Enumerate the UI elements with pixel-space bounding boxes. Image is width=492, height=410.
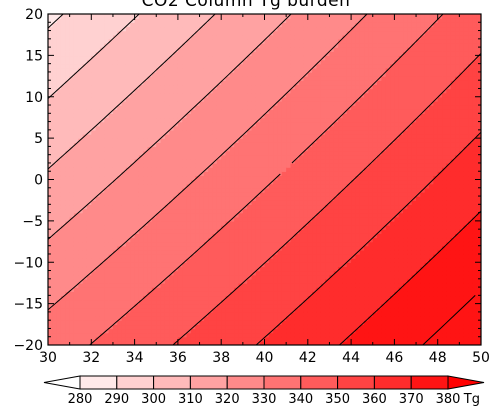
x-tick-label: 42 [299, 350, 317, 366]
colorbar-swatch [410, 375, 449, 390]
colorbar-unit-label: Tg [463, 392, 480, 407]
y-tick-label: −5 [22, 214, 43, 230]
x-axis: 30 32 34 36 38 40 42 44 46 48 50 [39, 14, 490, 366]
y-tick-label: 5 [34, 131, 43, 147]
colorbar-tick-label: 350 [325, 392, 350, 407]
x-tick-label: 44 [342, 350, 360, 366]
colorbar-under-triangle [43, 375, 81, 390]
contour-fill [48, 14, 481, 345]
colorbar-tick-label: 380 [436, 392, 461, 407]
y-tick-label: −20 [13, 338, 43, 354]
colorbar-swatch [337, 375, 375, 390]
contour-line [172, 53, 481, 345]
y-tick-label: 20 [25, 7, 43, 23]
contour-line [89, 14, 444, 345]
colorbar-swatch [373, 375, 412, 390]
x-tick-label: 34 [126, 350, 144, 366]
colorbar-over-triangle [447, 375, 485, 390]
x-tick-label: 40 [256, 350, 274, 366]
y-tick-label: −15 [13, 297, 43, 313]
colorbar-tick-label: 300 [141, 392, 166, 407]
chart-title: CO2 Column Tg burden [141, 0, 351, 11]
x-tick-label: 50 [472, 350, 490, 366]
colorbar-swatch [226, 375, 265, 390]
contour-line [48, 14, 368, 311]
colorbar-tick-label: 360 [362, 392, 387, 407]
colorbar-tick-label: 330 [252, 392, 277, 407]
x-tick-label: 48 [429, 350, 447, 366]
colorbar-swatch [263, 375, 302, 390]
x-tick-label: 36 [169, 350, 187, 366]
contour-line [48, 14, 140, 99]
y-tick-label: 10 [25, 90, 43, 106]
contour-lines [48, 14, 481, 345]
y-tick-label: −10 [13, 255, 43, 271]
contour-line [339, 210, 481, 345]
colorbar-tick-label: 310 [178, 392, 203, 407]
colorbar-swatch [79, 375, 118, 390]
colorbar-swatch [300, 375, 339, 390]
colorbar-tick-label: 340 [288, 392, 313, 407]
colorbar-tick-label: 280 [68, 392, 93, 407]
colorbar: 280 290 300 310 320 330 340 350 360 370 380 Tg [43, 375, 485, 407]
colorbar-swatch [189, 375, 228, 390]
contour-line [48, 14, 64, 29]
x-tick-label: 46 [385, 350, 403, 366]
colorbar-swatch [153, 375, 191, 390]
colorbar-tick-label: 290 [104, 392, 129, 407]
y-tick-label: 15 [25, 48, 43, 64]
x-tick-label: 38 [212, 350, 230, 366]
x-tick-label: 32 [82, 350, 100, 366]
y-axis: −20 −15 −10 −5 0 5 10 15 20 [13, 7, 481, 354]
x-tick-label: 30 [39, 350, 57, 366]
colorbar-tick-label: 320 [215, 392, 240, 407]
y-tick-label: 0 [34, 173, 43, 189]
colorbar-swatch [116, 375, 155, 390]
colorbar-tick-label: 370 [399, 392, 424, 407]
